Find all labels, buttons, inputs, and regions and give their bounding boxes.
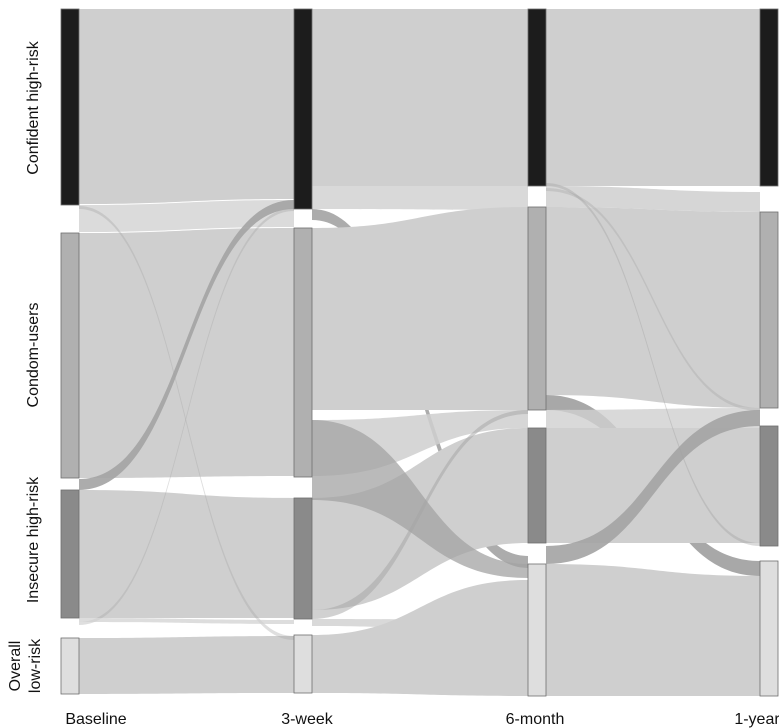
flow-band-baseline-to-3-week-8	[79, 618, 294, 624]
flow-band-3-week-to-6-month-18	[312, 580, 528, 696]
node-baseline-confident-high-risk	[60, 8, 80, 206]
flow-band-baseline-to-3-week-5	[79, 200, 294, 490]
time-label-6-month: 6-month	[506, 711, 565, 728]
node-baseline-condom-users	[60, 232, 80, 479]
flow-band-6-month-to-1-year-27	[546, 183, 760, 546]
flow-band-6-month-to-1-year-20	[546, 186, 760, 212]
node-1-year-confident-high-risk	[759, 8, 779, 187]
flow-band-6-month-to-1-year-23	[546, 408, 760, 428]
node-3-week-confident-high-risk	[293, 8, 313, 210]
time-point-labels: Baseline 3-week 6-month 1-year	[65, 711, 779, 728]
flow-band-baseline-to-3-week-6	[79, 206, 294, 640]
node-6-month-overall-low-risk	[527, 563, 547, 697]
flow-band-6-month-to-1-year-25	[546, 410, 760, 564]
flow-band-baseline-to-3-week-2	[79, 490, 294, 618]
node-6-month-insecure-high-risk	[527, 427, 547, 544]
node-1-year-overall-low-risk	[759, 560, 779, 697]
node-6-month-confident-high-risk	[527, 8, 547, 187]
flow-band-baseline-to-3-week-4	[79, 200, 294, 232]
node-1-year-condom-users	[759, 211, 779, 409]
time-label-1-year: 1-year	[734, 711, 779, 728]
flow-band-6-month-to-1-year-26	[546, 564, 760, 696]
flow-band-baseline-to-3-week-7	[79, 208, 294, 625]
time-label-baseline: Baseline	[65, 711, 126, 728]
category-labels: Confident high-risk Condom-users Insecur…	[7, 40, 44, 693]
flow-band-3-week-to-6-month-16	[312, 410, 528, 619]
category-label-confident-high-risk: Confident high-risk	[25, 40, 42, 174]
flow-band-6-month-to-1-year-19	[546, 9, 760, 186]
node-baseline-insecure-high-risk	[60, 489, 80, 619]
flow-band-6-month-to-1-year-28	[546, 188, 760, 411]
flow-band-6-month-to-1-year-21	[546, 207, 760, 408]
flows-layer	[79, 9, 760, 696]
category-label-condom-users: Condom-users	[25, 303, 42, 408]
node-1-year-insecure-high-risk	[759, 425, 779, 547]
nodes-layer	[60, 8, 779, 697]
flow-band-3-week-to-6-month-15	[312, 420, 528, 578]
category-label-overall-low-risk-line2: low-risk	[27, 638, 44, 693]
category-label-insecure-high-risk: Insecure high-risk	[25, 476, 42, 603]
flow-band-baseline-to-3-week-1	[79, 228, 294, 478]
flow-band-baseline-to-3-week-0	[79, 9, 294, 204]
category-label-overall-low-risk-line1: Overall	[7, 641, 24, 692]
flow-band-baseline-to-3-week-3	[79, 636, 294, 694]
flow-band-3-week-to-6-month-9	[312, 9, 528, 186]
node-3-week-insecure-high-risk	[293, 497, 313, 620]
flow-band-3-week-to-6-month-10	[312, 186, 528, 210]
time-label-3-week: 3-week	[281, 711, 334, 728]
node-3-week-condom-users	[293, 227, 313, 478]
flow-band-3-week-to-6-month-12	[312, 207, 528, 410]
node-6-month-condom-users	[527, 206, 547, 411]
node-baseline-overall-low-risk	[60, 637, 80, 695]
node-3-week-overall-low-risk	[293, 634, 313, 694]
